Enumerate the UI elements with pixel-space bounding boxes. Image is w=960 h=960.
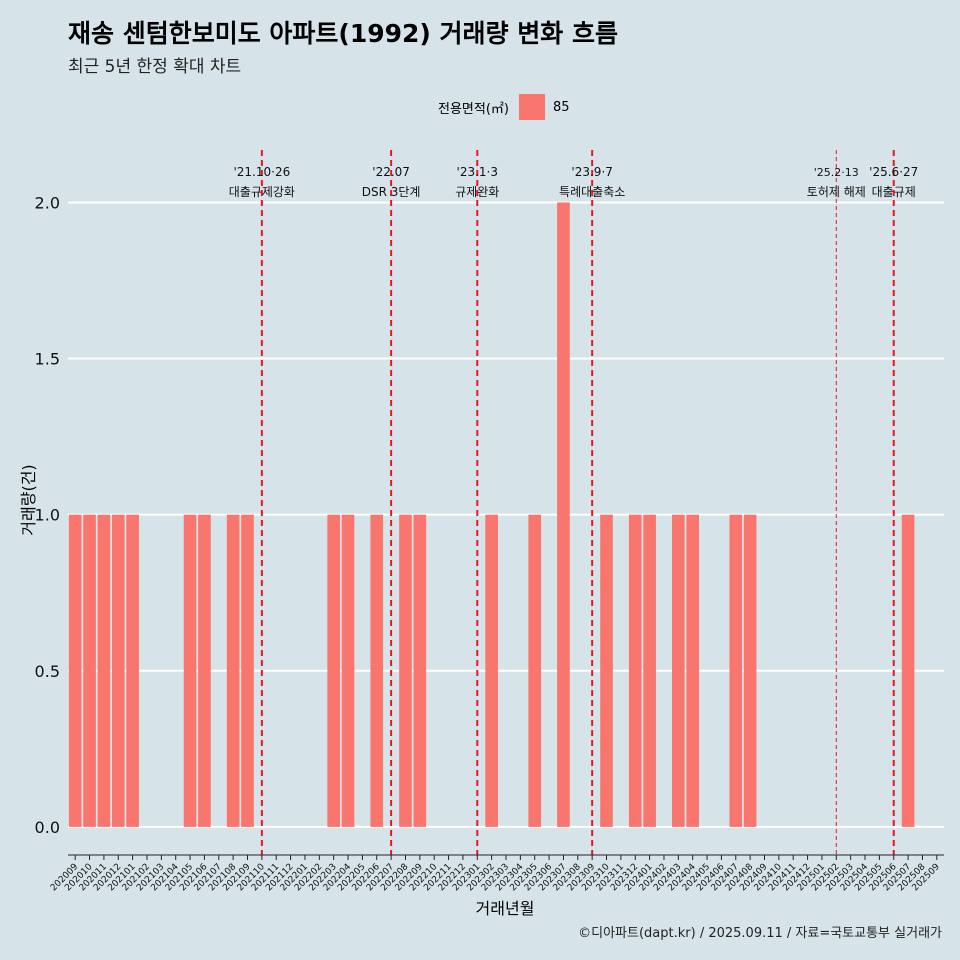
annotation-label: 대출규제 xyxy=(872,185,916,199)
bar xyxy=(327,514,340,827)
bar xyxy=(83,514,96,827)
y-tick-label: 2.0 xyxy=(35,193,60,212)
legend: 전용면적(㎡) 85 xyxy=(438,93,570,121)
bar xyxy=(183,514,197,827)
grid-lines xyxy=(68,201,944,828)
chart-title: 재송 센텀한보미도 아파트(1992) 거래량 변화 흐름 xyxy=(68,19,618,48)
legend-label: 85 xyxy=(552,99,570,115)
annotation-label: 토허제 해제 xyxy=(807,185,866,199)
bar xyxy=(97,514,111,827)
y-tick-label: 1.0 xyxy=(35,506,60,525)
y-tick-label: 0.5 xyxy=(35,662,60,681)
bar xyxy=(686,514,700,827)
annotation-date: '23.1·3 xyxy=(457,165,498,179)
bar xyxy=(198,514,211,827)
y-axis-title: 거래량(건) xyxy=(19,464,38,535)
bar-series xyxy=(68,202,915,827)
bar xyxy=(226,514,240,827)
annotation-date: '22.07 xyxy=(372,165,410,179)
bar xyxy=(901,514,915,827)
legend-swatch xyxy=(518,94,545,120)
y-axis: 0.0 0.5 1.0 1.5 2.0 xyxy=(35,193,60,836)
bar xyxy=(485,514,498,827)
bar xyxy=(528,514,542,827)
policy-annotations: '21.10·26 대출규제강화 '22.07 DSR 3단계 '23.1·3 규제완화 '… xyxy=(229,150,918,855)
annotation-label: DSR 3단계 xyxy=(362,185,421,199)
annotation-date: '25.2·13 xyxy=(814,166,859,179)
bar xyxy=(413,514,427,827)
y-tick-label: 0.0 xyxy=(35,818,60,837)
chart-subtitle: 최근 5년 한정 확대 차트 xyxy=(68,57,242,77)
source-caption: ©디아파트(dapt.kr) / 2025.09.11 / 자료=국토교통부 실… xyxy=(578,926,942,941)
y-tick-label: 1.5 xyxy=(35,350,60,369)
annotation-date: '21.10·26 xyxy=(233,165,290,179)
annotation-label: 규제완화 xyxy=(455,185,499,199)
bar xyxy=(341,514,355,827)
annotation-date: '23.9·7 xyxy=(571,165,612,179)
bar xyxy=(126,514,139,827)
bar xyxy=(241,514,254,827)
bar xyxy=(600,514,613,827)
bar xyxy=(672,514,685,827)
bar xyxy=(111,514,125,827)
bar xyxy=(399,514,412,827)
bar xyxy=(729,514,743,827)
legend-title: 전용면적(㎡) xyxy=(438,101,509,117)
x-axis-title: 거래년월 xyxy=(476,899,535,918)
bar xyxy=(68,514,82,827)
annotation-label: 특례대출축소 xyxy=(559,185,625,199)
annotation-label: 대출규제강화 xyxy=(229,185,295,199)
bar xyxy=(743,514,757,827)
bar xyxy=(370,514,384,827)
x-axis: 2020092020102020112020122021012021022021… xyxy=(49,854,944,893)
bar xyxy=(628,514,642,827)
bar xyxy=(557,202,570,827)
annotation-date: '25.6·27 xyxy=(869,165,918,179)
bar xyxy=(643,514,656,827)
